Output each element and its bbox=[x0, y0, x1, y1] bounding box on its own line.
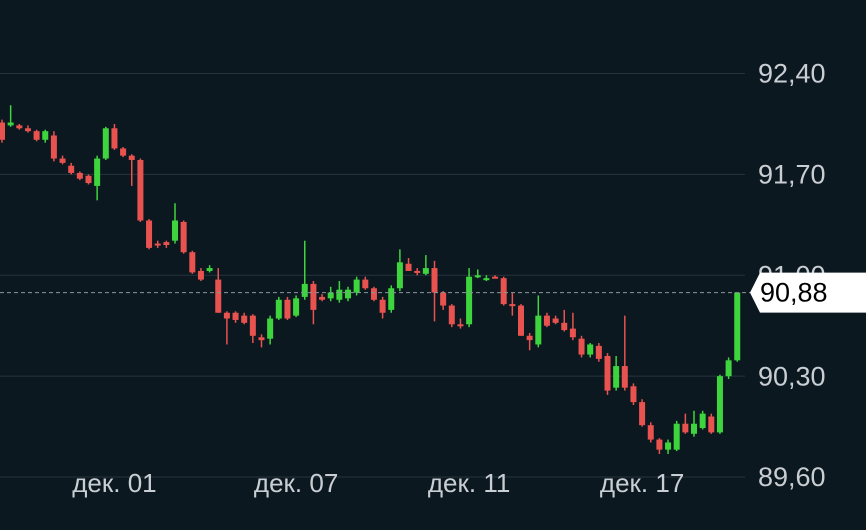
candle-body bbox=[405, 263, 412, 271]
candle-body bbox=[319, 296, 326, 300]
candle-body bbox=[509, 304, 516, 307]
candle-body bbox=[604, 355, 611, 391]
candle-body bbox=[466, 276, 473, 325]
candle-body bbox=[457, 324, 464, 327]
candle-body bbox=[59, 158, 66, 163]
candle-body bbox=[682, 423, 689, 433]
candle-body bbox=[630, 386, 637, 403]
candle-body bbox=[647, 425, 654, 440]
candle-body bbox=[42, 131, 49, 140]
candle-body bbox=[396, 262, 403, 289]
candle-body bbox=[293, 298, 300, 316]
candle-body bbox=[94, 158, 101, 186]
candle-body bbox=[215, 279, 222, 313]
candle-body bbox=[362, 279, 369, 289]
candle-body bbox=[189, 252, 196, 273]
candle-body bbox=[16, 125, 23, 129]
candle-body bbox=[24, 128, 31, 132]
candle-body bbox=[267, 318, 274, 339]
candle-body bbox=[258, 337, 265, 341]
candle-body bbox=[137, 159, 144, 221]
candle-body bbox=[621, 366, 628, 388]
candle-body bbox=[275, 299, 282, 319]
candle-body bbox=[422, 268, 429, 274]
candle-body bbox=[336, 289, 343, 300]
candle-body bbox=[172, 220, 178, 241]
candle-body bbox=[725, 360, 732, 377]
candle-body bbox=[284, 299, 291, 319]
candle-body bbox=[448, 305, 455, 325]
candle-body bbox=[7, 122, 14, 126]
x-tick-label: дек. 07 bbox=[254, 468, 338, 498]
candle-body bbox=[197, 270, 204, 280]
candle-body bbox=[232, 312, 239, 320]
candle-body bbox=[379, 299, 386, 313]
candle-body bbox=[33, 131, 40, 140]
candle-body bbox=[163, 242, 170, 246]
candle-body bbox=[595, 345, 602, 359]
candle-body bbox=[102, 128, 109, 159]
candle-body bbox=[474, 275, 481, 278]
candle-body bbox=[431, 268, 438, 293]
candle-body bbox=[146, 220, 153, 248]
candle-body bbox=[180, 221, 187, 253]
candle-body bbox=[345, 289, 351, 299]
candle-body bbox=[414, 270, 421, 273]
candle-body bbox=[673, 423, 680, 450]
x-tick-label: дек. 01 bbox=[72, 468, 156, 498]
candle-body bbox=[716, 376, 723, 433]
candle-body bbox=[552, 318, 559, 323]
candle-body bbox=[249, 315, 256, 336]
candle-body bbox=[656, 439, 663, 450]
candle-body bbox=[483, 278, 490, 281]
candle-body bbox=[223, 312, 230, 319]
candle-body bbox=[120, 148, 127, 156]
candle-body bbox=[543, 315, 550, 326]
candle-body bbox=[241, 315, 248, 323]
x-tick-label: дек. 17 bbox=[600, 468, 684, 498]
candle-body bbox=[518, 305, 524, 336]
candle-body bbox=[569, 328, 576, 338]
candle-body bbox=[85, 175, 92, 184]
candle-body bbox=[699, 413, 706, 429]
candle-body bbox=[370, 288, 377, 300]
candle-body bbox=[535, 315, 542, 345]
candle-body bbox=[301, 283, 308, 297]
candle-body bbox=[500, 278, 507, 305]
candle-body bbox=[587, 344, 594, 355]
candle-body bbox=[327, 292, 334, 299]
candle-body bbox=[154, 243, 161, 246]
candle-body bbox=[561, 322, 568, 331]
candle-body bbox=[310, 283, 317, 310]
candle-body bbox=[734, 292, 741, 361]
candle-body bbox=[492, 276, 499, 279]
candle-body bbox=[50, 135, 57, 159]
y-tick-label: 89,60 bbox=[758, 462, 826, 492]
candle-body bbox=[388, 288, 395, 310]
candle-body bbox=[691, 423, 697, 434]
candle-body bbox=[353, 279, 360, 293]
candle-body bbox=[68, 165, 75, 173]
last-price-box bbox=[750, 272, 866, 313]
last-price-label: 90,88 bbox=[760, 278, 828, 308]
candle-body bbox=[76, 172, 83, 179]
y-tick-label: 91,70 bbox=[758, 160, 826, 190]
candle-body bbox=[578, 338, 585, 355]
candle-body bbox=[708, 416, 715, 433]
candle-body bbox=[526, 335, 533, 341]
candle-body bbox=[613, 366, 620, 388]
y-tick-label: 90,30 bbox=[758, 361, 826, 391]
candle-body bbox=[0, 122, 5, 140]
y-tick-label: 92,40 bbox=[758, 59, 826, 89]
candle-body bbox=[111, 128, 118, 149]
candle-body bbox=[665, 442, 672, 450]
candle-body bbox=[639, 402, 646, 426]
candle-body bbox=[440, 292, 447, 306]
x-tick-label: дек. 11 bbox=[428, 468, 510, 498]
candle-body bbox=[206, 268, 213, 271]
candle-body bbox=[128, 155, 135, 160]
